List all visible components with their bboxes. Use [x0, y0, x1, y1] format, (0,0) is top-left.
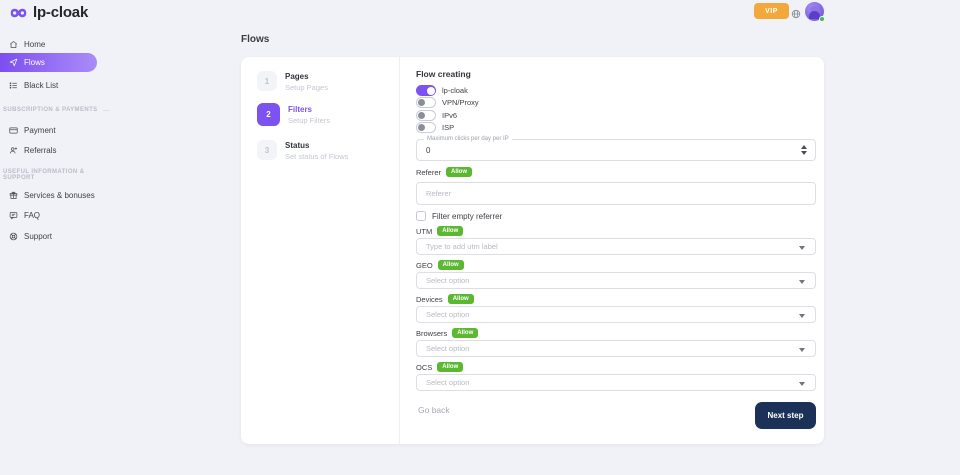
- online-status-dot: [819, 16, 825, 22]
- toggle-row-isp[interactable]: ISP: [416, 122, 454, 133]
- services-icon: [9, 191, 18, 200]
- ocs-allow-badge[interactable]: Allow: [437, 362, 464, 372]
- support-icon: [9, 232, 18, 241]
- step-subtitle: Set status of Flows: [285, 152, 349, 161]
- faq-icon: [9, 211, 18, 220]
- flow-creating-card: 1 Pages Setup Pages 2 Filters Setup Filt…: [241, 57, 824, 444]
- sidebar-item-faq[interactable]: FAQ: [0, 207, 40, 223]
- referer-allow-badge[interactable]: Allow: [446, 167, 473, 177]
- ipv6-toggle[interactable]: [416, 109, 436, 121]
- geo-select[interactable]: Select option: [416, 272, 816, 289]
- ocs-select[interactable]: Select option: [416, 374, 816, 391]
- card-divider: [399, 57, 400, 444]
- utm-select[interactable]: Type to add utm label: [416, 238, 816, 255]
- sidebar-item-flows[interactable]: Flows: [0, 53, 97, 72]
- toggle-row-lp-cloak[interactable]: lp-cloak: [416, 85, 468, 96]
- isp-toggle[interactable]: [416, 122, 436, 133]
- lp-cloak-toggle[interactable]: [416, 85, 436, 96]
- sidebar-section-support: USEFUL INFORMATION & SUPPORT: [3, 169, 85, 181]
- wizard-step-pages[interactable]: 1 Pages Setup Pages: [257, 71, 328, 92]
- ocs-label-row: OCS Allow: [416, 362, 464, 372]
- page-title: Flows: [241, 34, 270, 45]
- number-stepper[interactable]: [801, 145, 807, 155]
- utm-allow-badge[interactable]: Allow: [437, 226, 464, 236]
- geo-allow-badge[interactable]: Allow: [437, 260, 464, 270]
- sidebar-item-support[interactable]: Support: [0, 228, 52, 244]
- step-subtitle: Setup Pages: [285, 83, 328, 92]
- sidebar-section-subscription: SUBSCRIPTION & PAYMENTS: [0, 105, 110, 115]
- sidebar-item-services[interactable]: Services & bonuses: [0, 187, 95, 203]
- toggle-row-vpn-proxy[interactable]: VPN/Proxy: [416, 97, 479, 108]
- sidebar-item-payment[interactable]: Payment: [0, 122, 56, 138]
- flows-icon: [9, 58, 18, 67]
- stepper-up-icon[interactable]: [801, 145, 807, 149]
- go-back-link[interactable]: Go back: [418, 405, 450, 415]
- chevron-down-icon: [799, 313, 805, 318]
- brand-logo[interactable]: lp-cloak: [8, 4, 88, 21]
- logo-mask-icon: [8, 6, 29, 20]
- stepper-down-icon[interactable]: [801, 151, 807, 155]
- filters-form: Flow creating lp-cloak VPN/Proxy IPv6 IS…: [416, 57, 816, 444]
- sidebar-item-home[interactable]: Home: [0, 36, 45, 52]
- black-list-icon: [9, 81, 18, 90]
- vpn-proxy-toggle[interactable]: [416, 97, 436, 108]
- devices-label-row: Devices Allow: [416, 294, 474, 304]
- vip-button[interactable]: VIP: [754, 3, 789, 19]
- devices-select[interactable]: Select option: [416, 306, 816, 323]
- form-title: Flow creating: [416, 69, 471, 79]
- step-number: 1: [257, 71, 277, 91]
- chevron-down-icon: [799, 279, 805, 284]
- brand-name: lp-cloak: [33, 4, 89, 21]
- step-subtitle: Setup Filters: [288, 116, 331, 125]
- devices-allow-badge[interactable]: Allow: [447, 294, 474, 304]
- browsers-label-row: Browsers Allow: [416, 328, 479, 338]
- chevron-down-icon: [799, 381, 805, 386]
- toggle-row-ipv6[interactable]: IPv6: [416, 109, 457, 121]
- max-clicks-input[interactable]: [417, 140, 787, 161]
- next-step-button[interactable]: Next step: [755, 402, 816, 429]
- chevron-down-icon: [799, 245, 805, 250]
- sidebar-item-black-list[interactable]: Black List: [0, 77, 58, 93]
- step-title: Filters: [288, 105, 313, 114]
- referer-label-row: Referer Allow: [416, 167, 473, 177]
- chevron-down-icon: [799, 347, 805, 352]
- step-title: Pages: [285, 72, 309, 81]
- globe-icon[interactable]: [791, 6, 801, 19]
- max-clicks-label: Maximum clicks per day per IP: [424, 136, 512, 142]
- max-clicks-field: Maximum clicks per day per IP: [416, 136, 816, 161]
- home-icon: [9, 40, 18, 49]
- filter-empty-referrer-checkbox[interactable]: [416, 211, 426, 221]
- sidebar-item-referrals[interactable]: Referrals: [0, 142, 56, 158]
- wizard-step-filters[interactable]: 2 Filters Setup Filters: [257, 103, 331, 126]
- wizard-step-status[interactable]: 3 Status Set status of Flows: [257, 140, 348, 161]
- referer-input[interactable]: [417, 183, 815, 204]
- utm-label-row: UTM Allow: [416, 226, 464, 236]
- browsers-allow-badge[interactable]: Allow: [452, 328, 479, 338]
- step-number: 2: [257, 103, 280, 126]
- avatar[interactable]: [805, 2, 825, 22]
- referer-field: [416, 182, 816, 205]
- referrals-icon: [9, 146, 18, 155]
- step-number: 3: [257, 140, 277, 160]
- browsers-select[interactable]: Select option: [416, 340, 816, 357]
- step-title: Status: [285, 141, 310, 150]
- payment-icon: [9, 126, 18, 135]
- filter-empty-referrer-row[interactable]: Filter empty referrer: [416, 211, 502, 221]
- geo-label-row: GEO Allow: [416, 260, 464, 270]
